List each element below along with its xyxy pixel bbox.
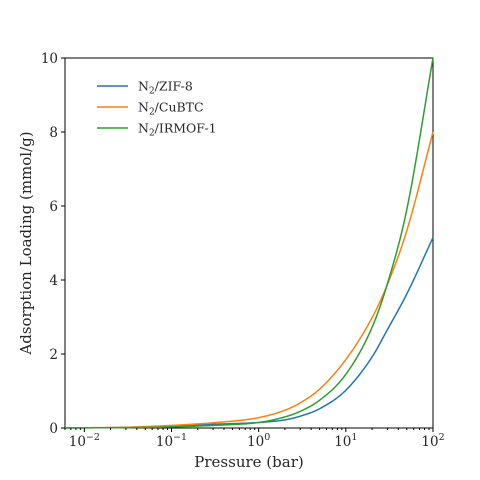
y-tick-label: 6: [49, 199, 58, 215]
y-tick-label: 2: [49, 347, 58, 363]
x-tick-base: 10: [69, 434, 86, 450]
x-tick-exponent: 1: [351, 432, 357, 443]
x-axis-label: Pressure (bar): [194, 453, 303, 471]
legend-label-suffix: /ZIF-8: [155, 79, 193, 94]
legend-label-suffix: /IRMOF-1: [155, 121, 217, 136]
series-line-cubtc: [65, 131, 434, 429]
series-layer: [64, 57, 434, 429]
series-line-zif-8: [65, 237, 434, 429]
legend-label-prefix: N: [138, 100, 149, 115]
x-axis: 10−2 10−1 100 101 102: [64, 428, 445, 450]
legend-label-subscript: 2: [149, 108, 155, 118]
y-tick-label: 10: [41, 51, 58, 67]
y-tick-label: 8: [49, 125, 58, 141]
plot-frame: [64, 57, 434, 429]
legend-label-subscript: 2: [149, 129, 155, 139]
x-tick-label: 102: [421, 432, 444, 450]
legend-label-prefix: N: [138, 79, 149, 94]
y-axis: 0 2 4 6 8 10: [41, 51, 65, 437]
y-tick-label: 4: [49, 273, 58, 289]
y-tick-label: 0: [49, 421, 58, 437]
legend-label: N2/CuBTC: [138, 100, 204, 118]
x-tick-base: 10: [421, 434, 438, 450]
legend-label-suffix: /CuBTC: [155, 100, 204, 115]
legend-label-prefix: N: [138, 121, 149, 136]
x-tick-label: 101: [334, 432, 357, 450]
x-tick-exponent: 2: [439, 432, 445, 443]
x-tick-label: 100: [247, 432, 270, 450]
series-line-irmof-1: [64, 57, 434, 429]
x-tick-label: 10−1: [156, 432, 187, 450]
x-tick-exponent: −2: [86, 432, 100, 443]
x-tick-base: 10: [247, 434, 264, 450]
legend-label-subscript: 2: [149, 87, 155, 97]
legend-label: N2/IRMOF-1: [138, 121, 217, 139]
x-tick-label: 10−2: [69, 432, 100, 450]
x-tick-exponent: 0: [264, 432, 270, 443]
x-tick-exponent: −1: [173, 432, 187, 443]
legend-label: N2/ZIF-8: [138, 79, 193, 97]
x-tick-base: 10: [334, 434, 351, 450]
x-tick-base: 10: [156, 434, 173, 450]
y-axis-label: Adsorption Loading (mmol/g): [17, 131, 35, 355]
